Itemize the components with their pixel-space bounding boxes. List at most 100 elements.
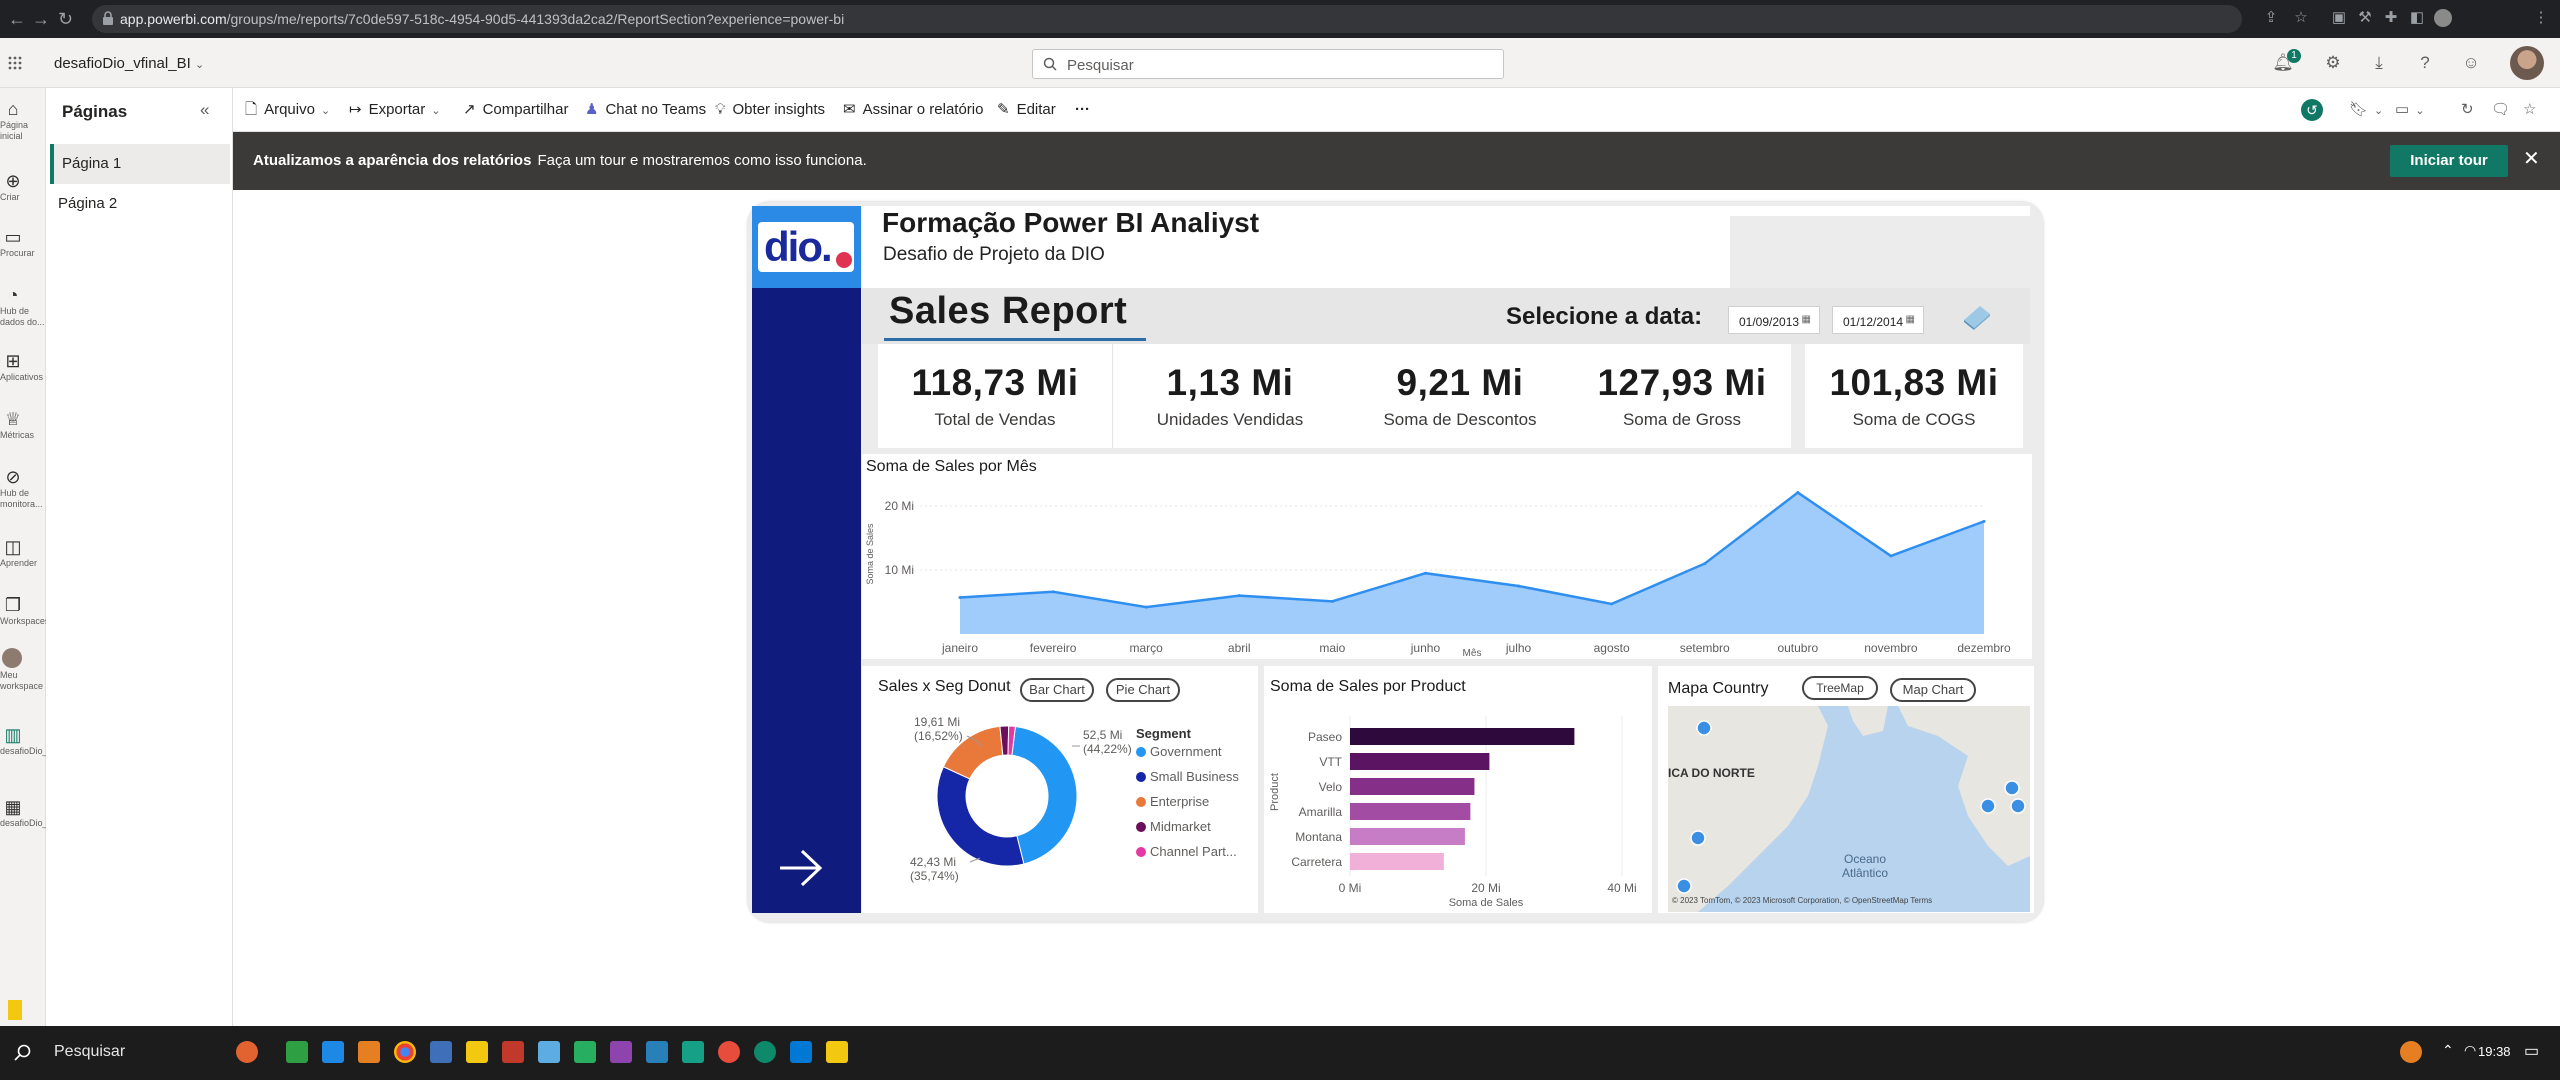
feedback-smiley-icon[interactable]: ☺: [2462, 53, 2480, 72]
address-bar[interactable]: app.powerbi.com/groups/me/reports/7c0de5…: [92, 5, 2242, 33]
edge-icon[interactable]: [754, 1041, 776, 1063]
back-icon[interactable]: ←: [8, 9, 26, 29]
taskbar-app-icon[interactable]: [322, 1041, 344, 1063]
donut-chart-card[interactable]: Sales x Seg Donut Bar Chart Pie Chart 52…: [862, 666, 1258, 913]
forward-icon[interactable]: →: [32, 9, 50, 29]
folder-app-icon[interactable]: [466, 1041, 488, 1063]
view-icon[interactable]: ▭ ⌄: [2395, 101, 2425, 118]
date-to-input[interactable]: 01/12/2014 ▦: [1832, 306, 1924, 334]
tray-chevron-icon[interactable]: ⌃: [2442, 1042, 2454, 1058]
user-avatar[interactable]: [2510, 46, 2544, 80]
map-point[interactable]: [2004, 780, 2020, 796]
rail-apps[interactable]: ⊞ Aplicativos: [0, 351, 44, 382]
close-icon[interactable]: ✕: [2523, 148, 2540, 170]
pie-chart-button[interactable]: Pie Chart: [1106, 678, 1180, 702]
taskbar-app-icon[interactable]: [538, 1041, 560, 1063]
rail-browse[interactable]: ▭ Procurar: [0, 227, 35, 258]
page-tab-1[interactable]: Página 1: [50, 144, 230, 184]
favorite-star-icon[interactable]: ☆: [2523, 101, 2537, 118]
taskbar-app-icon[interactable]: [286, 1041, 308, 1063]
rail-metrics[interactable]: ♕ Métricas: [0, 409, 35, 440]
taskbar-app-icon[interactable]: [574, 1041, 596, 1063]
wifi-icon[interactable]: ◠: [2464, 1042, 2477, 1058]
map-point[interactable]: [1676, 878, 1692, 894]
map-point[interactable]: [1690, 830, 1706, 846]
export-menu[interactable]: ↦ Exportar ⌄: [349, 101, 441, 118]
rail-workspaces[interactable]: ❐ Workspaces: [0, 595, 50, 626]
wrench-icon[interactable]: ⚒: [2358, 9, 2372, 26]
reload-icon[interactable]: ↻: [58, 9, 74, 29]
rail-data-hub[interactable]: ◔ Hub de dados do...: [0, 285, 45, 327]
arrow-right-icon[interactable]: [778, 848, 824, 888]
help-icon[interactable]: ?: [2420, 53, 2430, 72]
menu-kebab-icon[interactable]: ⋮: [2533, 9, 2549, 26]
rail-report-active[interactable]: ▥ desafioDio_vfinal_BI: [0, 725, 83, 756]
taskbar-app-icon[interactable]: [718, 1041, 740, 1063]
date-from-input[interactable]: 01/09/2013 ▦: [1728, 306, 1820, 334]
rail-create[interactable]: ⊕ Criar: [0, 170, 46, 203]
teams-chat-button[interactable]: ♟ Chat no Teams: [585, 101, 707, 118]
extension-icon[interactable]: ▣: [2331, 9, 2347, 26]
rail-learn[interactable]: ◫ Aprender: [0, 537, 38, 568]
taskbar-app-icon[interactable]: [610, 1041, 632, 1063]
rail-monitoring[interactable]: ⊘ Hub de monitora...: [0, 467, 43, 509]
bookmark-star-icon[interactable]: ☆: [2294, 9, 2308, 26]
bar-chart-card[interactable]: Soma de Sales por Product 0 Mi 20 Mi 40 Mi…: [1264, 666, 1652, 913]
kpi-unidades[interactable]: 1,13 Mi Unidades Vendidas: [1113, 344, 1347, 448]
rail-my-workspace[interactable]: Meu workspace: [0, 648, 46, 692]
rail-dataset[interactable]: ▦ desafioDio_vfinal_BI: [0, 797, 83, 828]
reset-icon[interactable]: ↺: [2301, 99, 2323, 121]
map-point[interactable]: [1980, 798, 1996, 814]
map-chart-button[interactable]: Map Chart: [1890, 678, 1976, 702]
map-point[interactable]: [2010, 798, 2026, 814]
treemap-button[interactable]: TreeMap: [1802, 676, 1878, 700]
kpi-total-vendas[interactable]: 118,73 Mi Total de Vendas: [878, 344, 1112, 448]
chrome-icon[interactable]: [394, 1041, 416, 1063]
taskbar-search[interactable]: Pesquisar: [54, 1043, 126, 1060]
map-visual[interactable]: [1668, 706, 2030, 912]
more-options-button[interactable]: ···: [1075, 101, 1090, 118]
collapse-pane-icon[interactable]: «: [200, 100, 210, 119]
download-icon[interactable]: ⤓: [2375, 53, 2383, 72]
taskbar-app-icon[interactable]: [646, 1041, 668, 1063]
bar-chart-button[interactable]: Bar Chart: [1020, 678, 1094, 702]
refresh-icon[interactable]: ↻: [2461, 101, 2474, 118]
subscribe-button[interactable]: ✉ Assinar o relatório: [843, 101, 984, 118]
app-launcher-icon[interactable]: [8, 56, 22, 70]
insights-button[interactable]: 💡︎ Obter insights: [715, 101, 826, 118]
taskbar-app-icon[interactable]: [358, 1041, 380, 1063]
kpi-gross[interactable]: 127,93 Mi Soma de Gross: [1573, 344, 1791, 448]
clock[interactable]: 19:38: [2478, 1044, 2511, 1059]
search-input[interactable]: Pesquisar: [1032, 49, 1504, 79]
taskbar-app-icon[interactable]: [430, 1041, 452, 1063]
share-page-icon[interactable]: ⇪: [2264, 9, 2278, 26]
notification-center-icon[interactable]: ▭: [2524, 1043, 2540, 1060]
map-card[interactable]: Mapa Country TreeMap Map Chart ICA DO NO…: [1658, 666, 2034, 913]
powerbi-taskbar-icon[interactable]: [826, 1041, 848, 1063]
page-tab-2[interactable]: Página 2: [58, 195, 118, 212]
gear-icon[interactable]: ⚙: [2325, 53, 2341, 72]
start-tour-button[interactable]: Iniciar tour: [2390, 145, 2508, 177]
octopus-app-icon[interactable]: [236, 1041, 258, 1063]
vscode-icon[interactable]: [790, 1041, 812, 1063]
taskbar-app-icon[interactable]: [502, 1041, 524, 1063]
map-point[interactable]: [1696, 720, 1712, 736]
comment-icon[interactable]: 🗨︎: [2491, 101, 2511, 118]
edit-button[interactable]: ✎ Editar: [997, 101, 1056, 118]
x-tick-label: agosto: [1594, 641, 1630, 655]
bookmark-icon[interactable]: 🔖︎ ⌄: [2349, 101, 2384, 118]
workspace-name[interactable]: desafioDio_vfinal_BI ⌄: [54, 55, 205, 72]
rail-home[interactable]: ⌂ Página inicial: [0, 99, 29, 141]
kpi-descontos[interactable]: 9,21 Mi Soma de Descontos: [1347, 344, 1573, 448]
windows-search-icon[interactable]: [14, 1044, 32, 1062]
file-menu[interactable]: 🗋︎ Arquivo ⌄: [245, 101, 331, 118]
taskbar-app-icon[interactable]: [682, 1041, 704, 1063]
weather-icon[interactable]: [2400, 1041, 2422, 1063]
share-button[interactable]: ↗ Compartilhar: [463, 101, 569, 118]
puzzle-icon[interactable]: ✚: [2384, 9, 2398, 26]
profile-icon[interactable]: [2434, 9, 2452, 27]
area-chart-card[interactable]: Soma de Sales por Mês 10 Mi 20 Mi janeiro f…: [862, 454, 2032, 659]
sidepanel-icon[interactable]: ◧: [2409, 9, 2425, 26]
eraser-icon[interactable]: [1960, 300, 1994, 330]
kpi-cogs[interactable]: 101,83 Mi Soma de COGS: [1805, 344, 2023, 448]
